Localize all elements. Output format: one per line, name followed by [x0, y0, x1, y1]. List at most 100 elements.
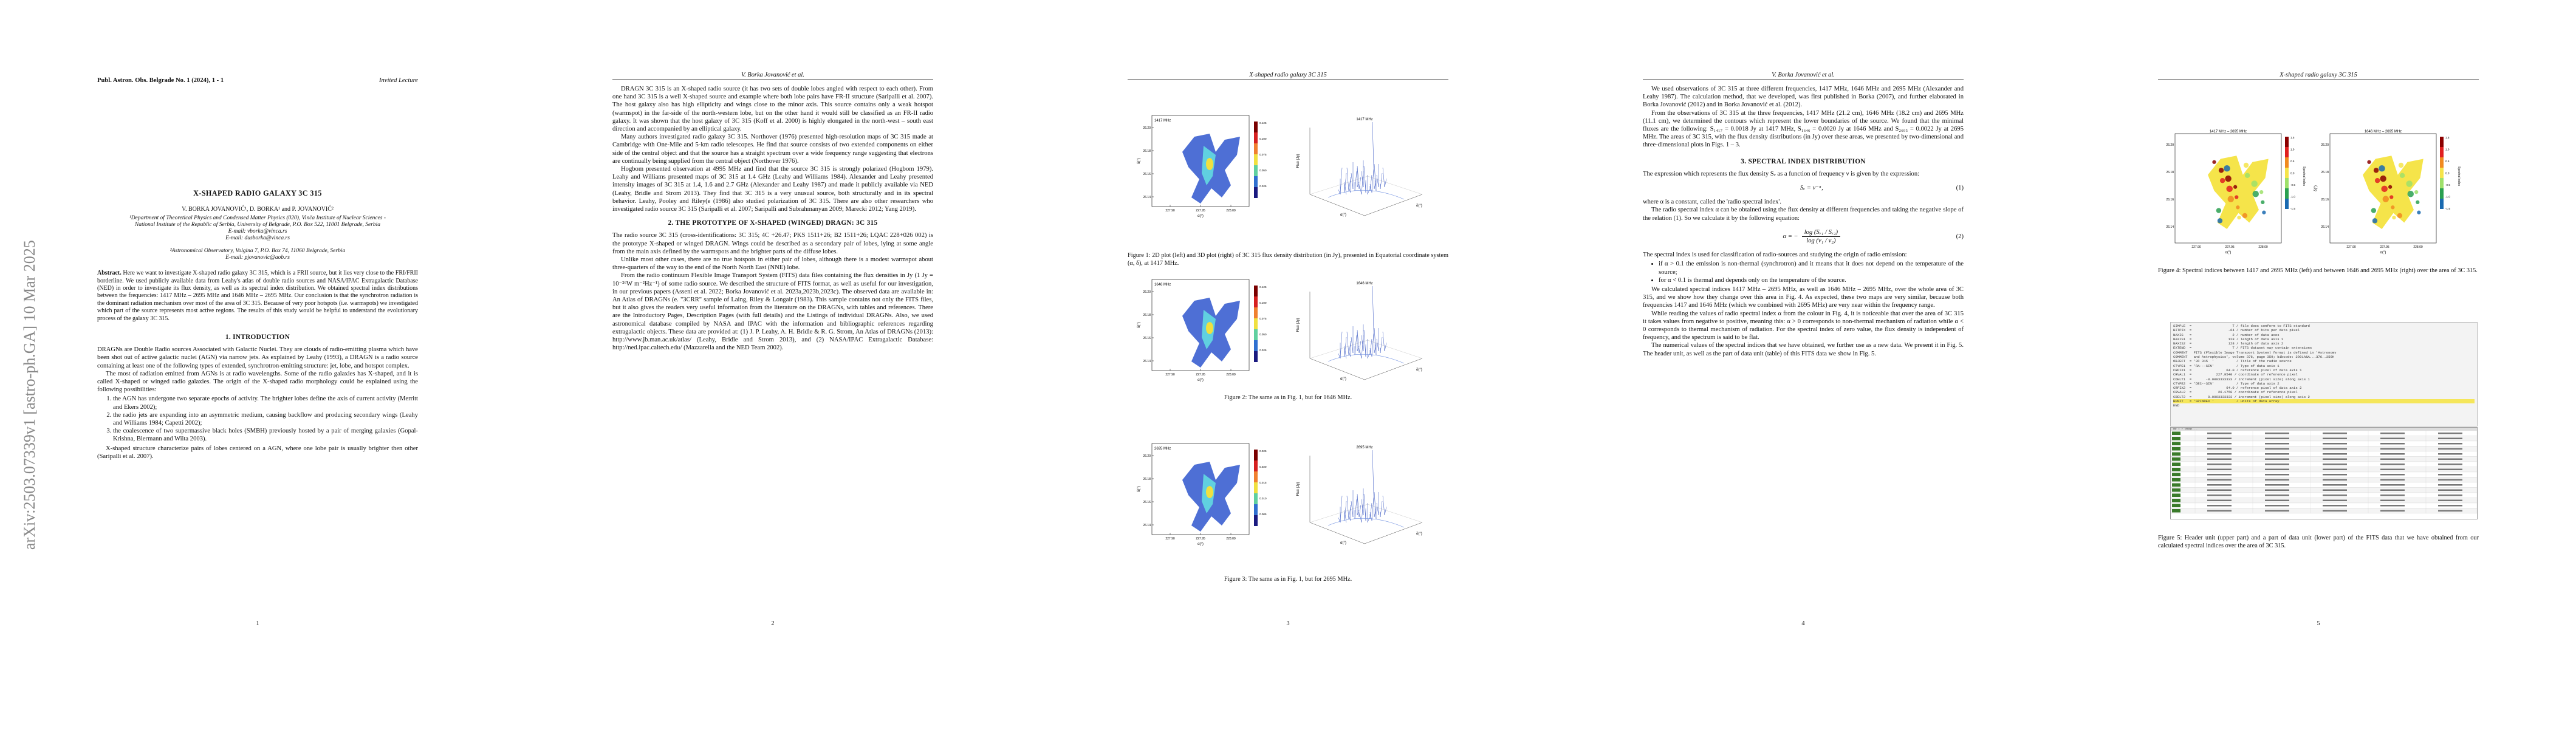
plot3d-mesh-line — [1371, 169, 1374, 193]
map-frequency-label: 2695 MHz — [1154, 447, 1171, 451]
fits-row-number-cell — [2172, 468, 2180, 471]
plot3d-mesh-line — [1346, 495, 1349, 519]
fits-table-cell-value — [2380, 458, 2405, 460]
plot3d-xlabel: α(°) — [1340, 213, 1346, 217]
page-number: 2 — [771, 620, 775, 627]
page-number: 3 — [1286, 620, 1290, 627]
plot3d-mesh-line — [1380, 173, 1383, 190]
fits-table-grid — [2170, 431, 2478, 514]
plot3d-mesh-line — [1346, 167, 1349, 191]
colorbar-segment — [1254, 329, 1258, 340]
equation-1-number: (1) — [1956, 185, 1964, 192]
colorbar-tick-label: -1.0 — [2290, 196, 2295, 199]
plot3d-mesh-line — [1361, 499, 1364, 516]
x-tick-label: 228.00 — [2413, 245, 2423, 249]
lecture-type: Invited Lecture — [379, 77, 418, 84]
spectral-index-patch — [2259, 190, 2264, 194]
fits-table-cell-value — [2265, 468, 2289, 471]
affiliation-2: ²Astronomical Observatory, Volgina 7, P.… — [170, 248, 346, 255]
spectral-index-patch — [2252, 191, 2259, 197]
plot3d-mesh-line — [1382, 495, 1385, 516]
plot3d-mesh-line — [1358, 504, 1362, 518]
fits-table-cell-value — [2438, 464, 2462, 465]
fits-row-number-cell — [2172, 504, 2180, 508]
fits-header-line: CTYPE1 = 'RA---SIN' / Type of data axis … — [2173, 363, 2280, 368]
paragraph: The radio spectral index α can be obtain… — [1643, 207, 1964, 222]
fits-table-cell-value — [2438, 458, 2462, 460]
fits-header-line: END — [2173, 403, 2180, 408]
fits-table-cell-value — [2323, 468, 2347, 471]
plot3d-mesh-line — [1384, 178, 1387, 188]
plot3d-mesh-line — [1374, 163, 1377, 191]
fits-table-cell-value — [2207, 443, 2232, 445]
fits-table-cell-value — [2380, 443, 2405, 445]
colorbar-tick-label: 0.015 — [1259, 481, 1267, 484]
email-3: E-mail: pjovanovic@aob.rs — [225, 255, 290, 261]
plot3d-mesh-line — [1361, 171, 1364, 188]
fits-table-cell-value — [2265, 499, 2289, 502]
fits-table-cell-value — [2438, 499, 2462, 502]
colorbar-segment — [2285, 199, 2289, 209]
colorbar-tick-label: 1.0 — [2445, 148, 2450, 151]
colorbar-tick-label: -0.5 — [2445, 183, 2450, 187]
y-tick-label: 26.14 — [1143, 524, 1151, 527]
y-tick-label: 26.20 — [1143, 126, 1151, 130]
plot3d-mesh-line — [1374, 344, 1377, 354]
fits-table-cell-value — [2207, 489, 2232, 491]
equation-1: Sᵥ = ν⁻ᵅ, (1) — [1643, 184, 1964, 192]
colorbar-segment — [2285, 147, 2289, 157]
plot3d-mesh-line — [1380, 501, 1383, 518]
spectral-index-patch — [2226, 185, 2233, 193]
fits-table-cell-value — [2207, 510, 2232, 512]
fits-table-cell-value — [2323, 458, 2347, 460]
plot3d-mesh-line — [1382, 331, 1385, 352]
page-number: 5 — [2317, 620, 2320, 627]
plot3d-zlabel: Flux (Jy) — [1297, 482, 1300, 496]
fits-header-line: COMMENT and Astrophysics', volume 376, p… — [2173, 355, 2335, 360]
fits-table-cell-value — [2380, 495, 2405, 496]
fits-header-line: NAXIS = 2 / number of data axes — [2173, 332, 2280, 337]
colorbar-segment — [2285, 188, 2289, 199]
plot3d-xlabel: α(°) — [1340, 377, 1346, 381]
plot3d-mesh-line — [1344, 173, 1347, 193]
fits-table-cell-value — [2207, 448, 2232, 450]
spectral-index-patch — [2406, 180, 2413, 187]
section-heading-spectral-index: 3. SPECTRAL INDEX DISTRIBUTION — [1741, 157, 1866, 165]
fits-header-line: BITPIX = -64 / number of bits per data p… — [2173, 328, 2300, 333]
list-item: the AGN has undergone two separate epoch… — [113, 395, 418, 411]
spectral-index-patch — [2405, 170, 2411, 177]
page-1: Publ. Astron. Obs. Belgrade No. 1 (2024)… — [0, 0, 515, 729]
fits-table-cell-value — [2265, 458, 2289, 460]
y-tick-label: 26.16 — [1143, 173, 1151, 176]
y-tick-label: 26.14 — [1143, 360, 1151, 363]
fits-table-cell-value — [2438, 495, 2462, 496]
plot3d-mesh-line — [1344, 501, 1347, 521]
plot3d-mesh-line — [1372, 286, 1375, 354]
map-frequency-label: 1417 MHz — [1154, 119, 1171, 123]
plot3d-mesh-line — [1357, 493, 1360, 518]
colorbar-segment — [1254, 318, 1258, 329]
abstract-text: Here we want to investigate X-shaped rad… — [97, 270, 419, 322]
plot3d-xlabel: α(°) — [1340, 541, 1346, 545]
plot3d-mesh-line — [1354, 171, 1357, 191]
plot3d-mesh-line — [1369, 347, 1372, 357]
fits-table-cell-value — [2323, 448, 2347, 450]
page-3: X-shaped radio galaxy 3C 315 1417 MHz 26.… — [1030, 0, 1546, 729]
spectral-index-patch — [2235, 195, 2239, 199]
colorbar-tick-label: -1.5 — [2445, 207, 2450, 210]
plot3d-mesh-line — [1358, 176, 1362, 190]
plot3d-base-contour — [1327, 190, 1405, 200]
colorbar-segment — [2285, 157, 2289, 168]
fits-table-cell-value — [2438, 474, 2462, 476]
origin-list: the AGN has undergone two separate epoch… — [97, 395, 418, 443]
plot3d-mesh-line — [1369, 502, 1372, 519]
affiliation-1: ¹Department of Theoretical Physics and C… — [129, 215, 386, 228]
y-tick-label: 26.20 — [2321, 143, 2329, 147]
colorbar-label: Spectral Index — [2457, 166, 2461, 186]
fits-table-panel: ROW X Y SPINDEX ... — [2170, 427, 2478, 519]
page-number: 1 — [256, 620, 259, 627]
fits-row-number-cell — [2172, 483, 2180, 487]
plot3d-axes — [1309, 456, 1423, 544]
plot3d-mesh-line — [1344, 346, 1347, 359]
spectral-map-xlabel: α(°) — [2225, 251, 2232, 255]
